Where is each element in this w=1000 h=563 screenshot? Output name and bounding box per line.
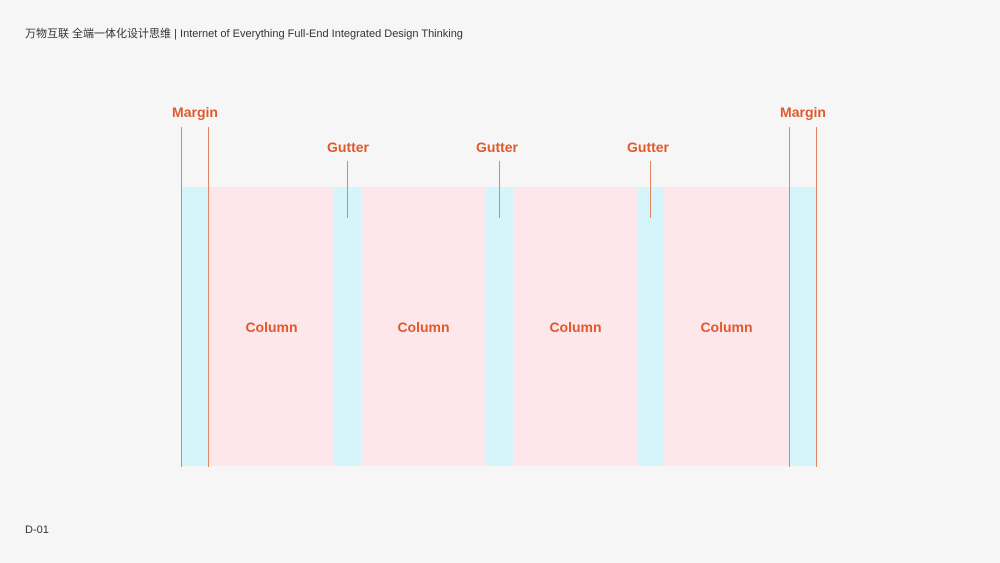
margin-line — [208, 127, 209, 467]
gutter-label: Gutter — [476, 139, 518, 155]
right-margin — [789, 187, 817, 466]
column-label: Column — [397, 318, 450, 335]
gutter-label: Gutter — [627, 139, 669, 155]
column-2: Column — [361, 187, 486, 466]
column-label: Column — [700, 318, 753, 335]
column-label: Column — [549, 318, 602, 335]
page-number: D-01 — [25, 524, 49, 536]
column-1: Column — [209, 187, 334, 466]
column-3: Column — [513, 187, 638, 466]
gutter-line — [650, 161, 651, 218]
gutter-2 — [486, 187, 513, 466]
margin-line — [181, 127, 182, 467]
gutter-1 — [334, 187, 361, 466]
column-label: Column — [245, 318, 298, 335]
margin-label-left: Margin — [172, 104, 218, 120]
page-title: 万物互联 全端一体化设计思维 | Internet of Everything … — [25, 28, 463, 40]
margin-line — [789, 127, 790, 467]
margin-line — [816, 127, 817, 467]
column-4: Column — [664, 187, 789, 466]
gutter-line — [499, 161, 500, 218]
margin-label-right: Margin — [780, 104, 826, 120]
gutter-3 — [638, 187, 664, 466]
gutter-label: Gutter — [327, 139, 369, 155]
gutter-line — [347, 161, 348, 218]
left-margin — [182, 187, 209, 466]
